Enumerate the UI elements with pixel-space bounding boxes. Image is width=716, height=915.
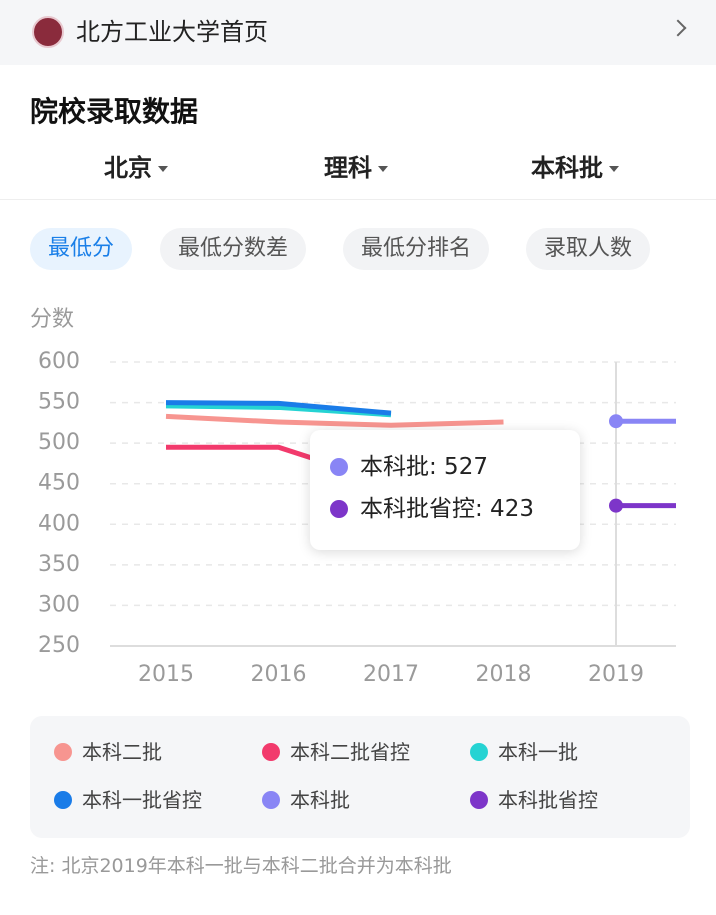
header-bar[interactable]: 北方工业大学首页 — [0, 0, 716, 65]
tooltip: 本科批: 527 本科批省控: 423 — [310, 430, 580, 550]
tooltip-text: 本科批省控: 423 — [360, 496, 534, 522]
legend-item[interactable]: 本科二批 — [54, 738, 162, 766]
legend-dot — [54, 791, 72, 809]
divider — [0, 199, 716, 200]
legend-item[interactable]: 本科批省控 — [470, 786, 598, 814]
x-tick-label: 2017 — [363, 662, 419, 687]
legend-label: 本科批省控 — [498, 788, 598, 812]
legend-item[interactable]: 本科一批省控 — [54, 786, 202, 814]
legend-label: 本科一批省控 — [82, 788, 202, 812]
legend-item[interactable]: 本科批 — [262, 786, 350, 814]
tooltip-text: 本科批: 527 — [360, 454, 488, 480]
y-tick-label: 550 — [38, 390, 80, 415]
series-line — [165, 400, 392, 416]
legend-dot — [470, 743, 488, 761]
x-tick-label: 2016 — [251, 662, 307, 687]
legend-label: 本科二批 — [82, 740, 162, 764]
y-tick-label: 450 — [38, 471, 80, 496]
tab[interactable]: 录取人数 — [526, 228, 651, 270]
filter-dropdown[interactable]: 理科 — [324, 152, 388, 184]
series-line — [165, 413, 504, 428]
legend-label: 本科一批 — [498, 740, 578, 764]
legend-label: 本科二批省控 — [290, 740, 410, 764]
y-tick-label: 300 — [38, 592, 80, 617]
y-tick-label: 350 — [38, 552, 80, 577]
note: 注: 北京2019年本科一批与本科二批合并为本科批 — [30, 855, 452, 877]
x-tick-label: 2019 — [588, 662, 644, 687]
legend-dot — [262, 743, 280, 761]
logo — [32, 16, 64, 48]
legend-dot — [470, 791, 488, 809]
section-title: 院校录取数据 — [30, 95, 199, 128]
y-tick-label: 600 — [38, 349, 80, 374]
tab[interactable]: 最低分 — [30, 228, 133, 270]
tooltip-item: 本科批: 527 — [330, 452, 488, 482]
legend-dot — [54, 743, 72, 761]
tab[interactable]: 最低分排名 — [343, 228, 490, 270]
filter-dropdown[interactable]: 本科批 — [531, 152, 619, 184]
tooltip-dot — [330, 458, 348, 476]
legend: 本科二批 本科二批省控 本科一批本科一批省控 本科批 本科批省控 — [30, 716, 690, 838]
y-tick-label: 400 — [38, 511, 80, 536]
y-axis-label: 分数 — [30, 307, 74, 332]
tab[interactable]: 最低分数差 — [160, 228, 307, 270]
y-tick-label: 250 — [38, 633, 80, 658]
x-tick-label: 2018 — [476, 662, 532, 687]
chevron — [669, 19, 687, 37]
legend-dot — [262, 791, 280, 809]
y-tick-label: 500 — [38, 430, 80, 455]
x-tick-label: 2015 — [138, 662, 194, 687]
header-title[interactable]: 北方工业大学首页 — [76, 18, 268, 46]
legend-item[interactable]: 本科一批 — [470, 738, 578, 766]
tooltip-dot — [330, 500, 348, 518]
active-point — [609, 498, 623, 513]
chart: 分数 250 300 350 400 450 500 550 600 2015 2016 2017 2… — [30, 307, 676, 687]
legend-label: 本科批 — [290, 788, 350, 812]
legend-item[interactable]: 本科二批省控 — [262, 738, 410, 766]
active-point — [609, 414, 623, 429]
filter-dropdown[interactable]: 北京 — [104, 152, 168, 184]
tooltip-item: 本科批省控: 423 — [330, 494, 534, 524]
